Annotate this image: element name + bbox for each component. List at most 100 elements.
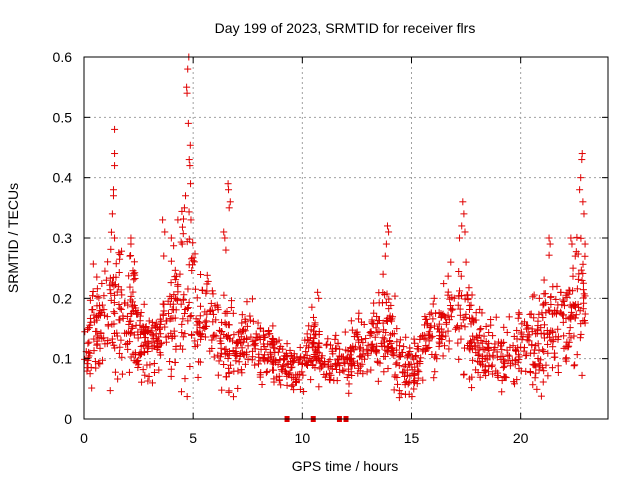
data-point	[201, 322, 209, 330]
data-point	[142, 322, 150, 330]
data-point	[144, 337, 152, 345]
data-point	[514, 314, 522, 322]
data-point	[275, 336, 283, 344]
data-point	[332, 344, 340, 352]
data-point	[310, 323, 318, 331]
data-point	[549, 310, 557, 318]
data-point	[451, 325, 459, 333]
peak-point	[221, 234, 229, 242]
data-point	[547, 300, 555, 308]
data-point	[534, 317, 542, 325]
data-point	[526, 368, 534, 376]
peak-point	[460, 210, 468, 218]
data-point	[331, 335, 339, 343]
data-point	[95, 294, 103, 302]
data-point	[390, 386, 398, 394]
data-point	[93, 341, 101, 349]
data-point	[303, 330, 311, 338]
data-point	[530, 314, 538, 322]
data-point	[229, 393, 237, 401]
data-point	[492, 313, 500, 321]
peak-point	[111, 150, 119, 158]
peak-point	[576, 186, 584, 194]
data-point	[431, 368, 439, 376]
data-point	[472, 342, 480, 350]
data-point	[553, 307, 561, 315]
data-point	[362, 335, 370, 343]
data-point	[110, 282, 118, 290]
data-point	[454, 301, 462, 309]
data-point	[443, 318, 451, 326]
data-point	[563, 338, 571, 346]
data-point	[577, 330, 585, 338]
data-point	[100, 306, 108, 314]
data-point	[364, 351, 372, 359]
data-point	[248, 295, 256, 303]
data-point	[83, 360, 91, 368]
data-point	[454, 339, 462, 347]
data-point	[129, 288, 137, 296]
data-point	[251, 342, 259, 350]
y-tick-label: 0.4	[53, 170, 73, 186]
data-point	[348, 359, 356, 367]
data-point	[393, 338, 401, 346]
data-point	[116, 251, 124, 259]
data-point	[391, 371, 399, 379]
data-point	[309, 338, 317, 346]
data-point	[103, 313, 111, 321]
data-point	[218, 386, 226, 394]
data-point	[196, 330, 204, 338]
data-point	[286, 358, 294, 366]
data-point	[394, 380, 402, 388]
data-point	[299, 371, 307, 379]
data-point	[540, 348, 548, 356]
data-point	[101, 340, 109, 348]
data-point	[155, 366, 163, 374]
data-point	[184, 317, 192, 325]
data-point	[116, 304, 124, 312]
data-point	[210, 310, 218, 318]
data-point	[218, 318, 226, 326]
data-point	[385, 314, 393, 322]
data-point	[144, 348, 152, 356]
data-point	[571, 314, 579, 322]
data-point	[203, 310, 211, 318]
data-point	[540, 321, 548, 329]
data-point	[424, 330, 432, 338]
data-point	[499, 364, 507, 372]
data-point	[544, 349, 552, 357]
data-point	[411, 339, 419, 347]
data-point	[444, 272, 452, 280]
data-point	[118, 247, 126, 255]
data-point	[554, 362, 562, 370]
data-point	[506, 362, 514, 370]
data-point	[153, 324, 161, 332]
peak-point	[462, 258, 470, 266]
data-point	[183, 393, 191, 401]
data-point	[214, 351, 222, 359]
data-point	[445, 337, 453, 345]
data-point	[243, 322, 251, 330]
data-point	[150, 359, 158, 367]
data-point	[193, 341, 201, 349]
data-point	[179, 215, 187, 223]
peak-point	[174, 216, 182, 224]
data-point	[133, 357, 141, 365]
data-point	[485, 346, 493, 354]
data-point	[190, 258, 198, 266]
data-point	[457, 292, 465, 300]
peak-point	[225, 204, 233, 212]
data-point	[283, 352, 291, 360]
data-point	[130, 276, 138, 284]
data-point	[240, 326, 248, 334]
data-point	[355, 309, 363, 317]
data-point	[110, 320, 118, 328]
data-point	[93, 327, 101, 335]
data-point	[573, 285, 581, 293]
data-point	[530, 291, 538, 299]
data-point	[399, 369, 407, 377]
data-point	[380, 368, 388, 376]
data-point	[127, 252, 135, 260]
data-point	[108, 278, 116, 286]
data-point	[410, 355, 418, 363]
